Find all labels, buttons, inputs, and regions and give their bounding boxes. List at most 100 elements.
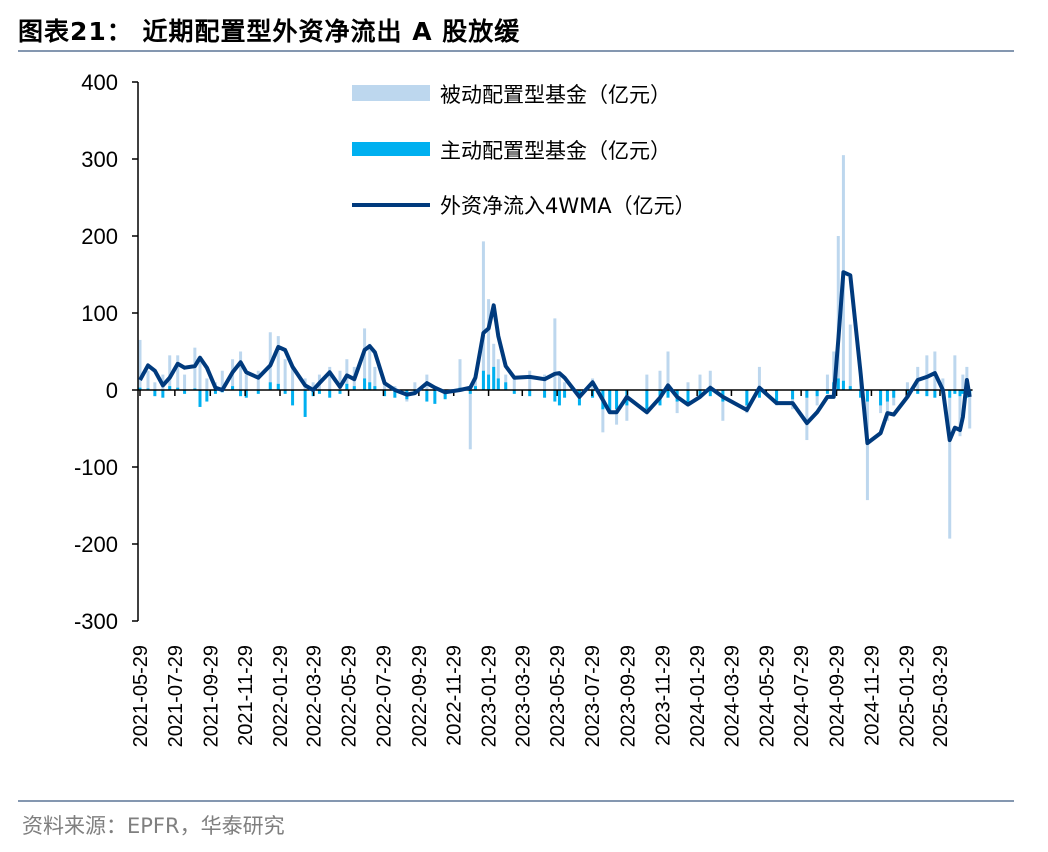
x-tick-label: 2023-09-29 (617, 645, 639, 747)
active-bar (239, 390, 243, 397)
active-bar (393, 390, 397, 398)
active-bar (958, 390, 962, 397)
active-bar (373, 386, 377, 390)
active-bar (933, 390, 937, 398)
legend-swatch-active (352, 142, 430, 156)
x-tick-label: 2023-01-29 (479, 645, 501, 747)
passive-bar (666, 351, 670, 390)
active-bar (198, 390, 202, 407)
active-bar (836, 378, 840, 390)
x-tick-label: 2023-07-29 (582, 645, 604, 747)
active-bar (161, 390, 165, 398)
active-bar (368, 382, 372, 390)
active-bar (363, 378, 367, 390)
x-tick-label: 2023-11-29 (652, 645, 674, 746)
passive-bar (283, 359, 287, 390)
passive-bar (543, 374, 547, 390)
passive-bar (276, 336, 280, 390)
passive-bar (168, 355, 172, 390)
passive-bar (961, 374, 965, 390)
passive-bar (363, 328, 367, 390)
passive-bar (948, 390, 952, 539)
passive-bar (791, 390, 795, 410)
active-bar (865, 390, 869, 402)
active-bar (481, 370, 485, 390)
active-bar (276, 383, 280, 390)
active-bar (256, 390, 260, 394)
active-bar (686, 390, 690, 406)
passive-bar (925, 355, 929, 390)
active-bar (283, 390, 287, 394)
active-bar (879, 390, 883, 406)
legend-label: 外资净流入4WMA（亿元） (440, 194, 696, 218)
active-bar (183, 390, 187, 394)
active-bar (841, 380, 845, 390)
active-bar (745, 390, 749, 406)
passive-bar (958, 390, 962, 437)
x-tick-label: 2022-05-29 (339, 645, 361, 747)
y-tick-label: 0 (106, 378, 118, 403)
passive-bar (138, 339, 142, 390)
active-bar (608, 390, 612, 414)
active-bar (504, 382, 508, 390)
passive-bar (368, 343, 372, 390)
y-tick-label: 200 (81, 224, 118, 249)
active-bar (168, 386, 172, 390)
active-bar (805, 390, 809, 398)
passive-bar (458, 359, 462, 390)
passive-bar (413, 382, 417, 390)
active-bar (563, 390, 567, 398)
active-bar (543, 390, 547, 398)
active-bar (961, 390, 965, 394)
active-bar (352, 386, 356, 390)
active-bar (146, 388, 150, 390)
passive-bar (968, 390, 972, 429)
x-tick-label: 2022-01-29 (270, 645, 292, 747)
x-tick-label: 2022-07-29 (373, 645, 395, 747)
passive-bar (848, 324, 852, 390)
passive-bar (291, 366, 295, 390)
active-bar (553, 390, 557, 402)
passive-bar (239, 351, 243, 390)
x-tick-label: 2024-07-29 (791, 645, 813, 747)
active-bar (815, 390, 819, 397)
passive-bar (698, 374, 702, 390)
active-bar (328, 390, 332, 398)
passive-bar (658, 370, 662, 390)
x-tick-label: 2024-05-29 (756, 645, 778, 747)
active-bar (468, 390, 472, 394)
legend-label: 主动配置型基金（亿元） (440, 139, 671, 163)
passive-bar (146, 370, 150, 390)
passive-bar (905, 382, 909, 390)
passive-bar (836, 236, 840, 390)
active-bar (425, 390, 429, 402)
active-bar (948, 390, 952, 398)
passive-bar (815, 390, 819, 406)
active-bar (473, 386, 477, 390)
x-tick-label: 2021-09-29 (200, 645, 222, 747)
legend-label: 被动配置型基金（亿元） (440, 83, 671, 107)
active-bar (528, 390, 532, 397)
passive-bar (487, 299, 491, 390)
active-bar (317, 390, 321, 394)
passive-bar (825, 374, 829, 390)
active-bar (338, 390, 342, 394)
x-tick-label: 2023-05-29 (547, 645, 569, 747)
passive-bar (176, 355, 180, 390)
passive-bar (563, 382, 567, 390)
active-bar (892, 390, 896, 398)
passive-bar (757, 366, 761, 390)
active-bar (443, 390, 447, 400)
active-bar (791, 390, 795, 400)
passive-bar (338, 370, 342, 390)
active-bar (231, 386, 235, 390)
active-bar (666, 390, 670, 398)
x-tick-label: 2024-11-29 (861, 645, 883, 746)
active-bar (775, 390, 779, 402)
active-bar (303, 390, 307, 417)
top-rule (18, 50, 1014, 52)
y-tick-label: 300 (81, 147, 118, 172)
active-bar (698, 390, 702, 398)
passive-bar (153, 382, 157, 390)
